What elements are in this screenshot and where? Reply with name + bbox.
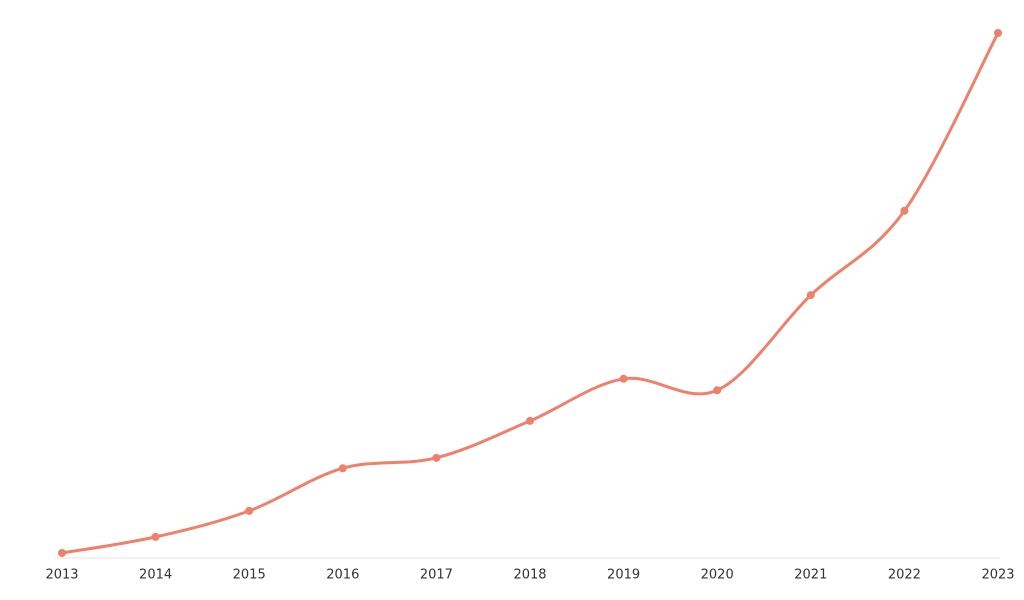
x-tick-label: 2020 <box>701 568 734 583</box>
point <box>619 374 628 383</box>
x-tick-label: 2017 <box>420 568 453 583</box>
point <box>58 549 66 557</box>
point <box>806 291 815 300</box>
point <box>994 29 1002 37</box>
x-tick-label: 2022 <box>888 568 921 583</box>
x-tick-label: 2013 <box>45 568 78 583</box>
line <box>60 31 1000 555</box>
x-tick-label: 2016 <box>326 568 359 583</box>
x-tick-label: 2014 <box>139 568 172 583</box>
x-tick-label: 2019 <box>607 568 640 583</box>
point <box>338 464 347 473</box>
point <box>432 453 441 462</box>
point <box>713 386 722 395</box>
point <box>151 532 160 541</box>
point <box>900 206 909 215</box>
x-tick-label: 2015 <box>233 568 266 583</box>
x-tick-label: 2021 <box>794 568 827 583</box>
x-tick-label: 2023 <box>981 568 1014 583</box>
point <box>526 416 534 425</box>
point <box>245 506 254 515</box>
x-tick-label: 2018 <box>513 568 546 583</box>
